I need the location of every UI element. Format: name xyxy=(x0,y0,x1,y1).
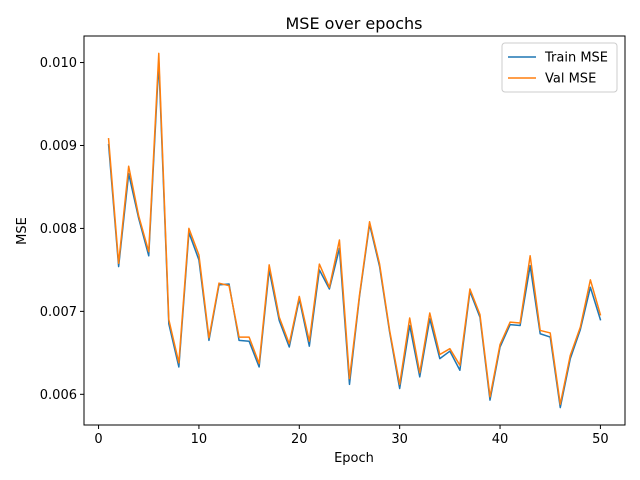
legend: Train MSE Val MSE xyxy=(501,42,618,93)
x-tick-label: 30 xyxy=(391,432,408,447)
y-tick-label: 0.010 xyxy=(40,56,77,71)
x-tick-label: 40 xyxy=(492,432,509,447)
x-tick-label: 20 xyxy=(291,432,308,447)
x-tick-label: 50 xyxy=(592,432,609,447)
series-layer xyxy=(107,52,602,409)
y-axis: 0.006 0.007 0.008 0.009 0.010 xyxy=(40,56,84,403)
legend-frame xyxy=(501,42,618,93)
x-axis-label: Epoch xyxy=(334,451,374,466)
x-tick-label: 0 xyxy=(94,432,102,447)
plot-area xyxy=(83,35,626,426)
legend-label-1: Val MSE xyxy=(545,72,596,87)
legend-label-0: Train MSE xyxy=(544,51,608,66)
y-tick-label: 0.008 xyxy=(40,222,77,237)
y-tick-label: 0.006 xyxy=(40,388,77,403)
chart-title: MSE over epochs xyxy=(286,14,423,33)
y-tick-label: 0.007 xyxy=(40,305,77,320)
y-tick-label: 0.009 xyxy=(40,139,77,154)
y-axis-label: MSE xyxy=(15,217,30,245)
plot-frame xyxy=(83,35,626,426)
series-line-1 xyxy=(107,52,602,406)
x-axis: 0 10 20 30 40 50 xyxy=(94,425,609,447)
x-tick-label: 10 xyxy=(191,432,208,447)
